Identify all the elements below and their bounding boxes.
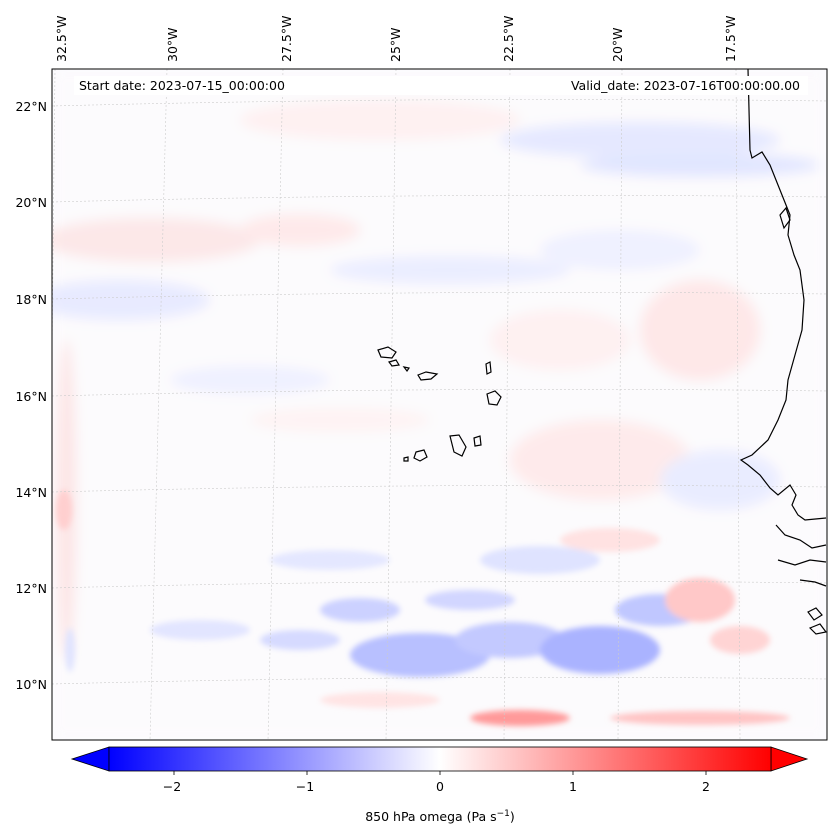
boa-vista	[486, 390, 502, 406]
lat-label-10n: 10°N	[15, 677, 47, 692]
sao-nicolau	[417, 371, 439, 381]
lon-label-30w: 30°W	[165, 27, 180, 62]
date-label-background	[74, 76, 808, 95]
lat-label-22n: 22°N	[15, 99, 47, 114]
bissau-islands	[807, 607, 827, 635]
valid-date-label: Valid_date: 2023-07-16T00:00:00.00	[571, 78, 800, 93]
colorbar-tick-label: −1	[296, 779, 314, 794]
santo-antao	[377, 346, 397, 359]
omega-field	[52, 69, 827, 740]
lon-label-25w: 25°W	[388, 27, 403, 62]
senegal-coast-small	[779, 206, 791, 230]
brava	[403, 456, 409, 462]
longitude-labels: 32.5°W 30°W 27.5°W 25°W 22.5°W 20°W 17.5…	[54, 16, 738, 62]
colorbar-label-close: )	[510, 809, 515, 824]
lon-label-17-5w: 17.5°W	[723, 16, 738, 62]
colorbar: −2 −1 0 1 2 850 hPa omega (Pa s−1)	[70, 746, 809, 824]
coastlines	[377, 69, 827, 635]
colorbar-ticks	[173, 771, 707, 775]
lat-label-14n: 14°N	[15, 485, 47, 500]
colorbar-label-sup: −1	[497, 809, 510, 819]
colorbar-tick-label: 0	[436, 779, 444, 794]
graticule	[52, 69, 827, 740]
lon-label-20w: 20°W	[610, 27, 625, 62]
maio	[473, 435, 482, 447]
colorbar-gradient	[108, 746, 772, 772]
colorbar-tick-label: −2	[163, 779, 181, 794]
santiago	[449, 434, 467, 457]
africa-coast-south	[775, 524, 827, 549]
africa-coastline	[739, 69, 827, 521]
colorbar-label-main: 850 hPa omega (Pa s	[365, 809, 496, 824]
colorbar-extend-high	[770, 746, 809, 772]
latitude-labels: 22°N 20°N 18°N 16°N 14°N 12°N 10°N	[15, 99, 47, 692]
lat-label-16n: 16°N	[15, 389, 47, 404]
lon-label-32-5w: 32.5°W	[54, 16, 69, 62]
map-frame	[51, 68, 828, 741]
colorbar-tick-label: 1	[569, 779, 577, 794]
fogo	[413, 449, 428, 462]
coast-inlet-1	[777, 559, 827, 566]
lat-label-18n: 18°N	[15, 292, 47, 307]
colorbar-tick-label: 2	[702, 779, 710, 794]
map-panel: Start date: 2023-07-15_00:00:00 Valid_da…	[51, 68, 828, 741]
lon-label-22-5w: 22.5°W	[501, 16, 516, 62]
coast-inlet-2	[799, 579, 827, 587]
sao-vicente	[387, 359, 400, 367]
lat-label-12n: 12°N	[15, 581, 47, 596]
colorbar-extend-low	[70, 746, 110, 772]
lat-label-20n: 20°N	[15, 195, 47, 210]
start-date-label: Start date: 2023-07-15_00:00:00	[79, 78, 285, 93]
sal	[485, 361, 492, 375]
santa-luzia	[402, 366, 410, 373]
lon-label-27-5w: 27.5°W	[279, 16, 294, 62]
colorbar-tick-labels: −2 −1 0 1 2	[163, 779, 710, 794]
colorbar-label: 850 hPa omega (Pa s−1)	[365, 809, 515, 824]
